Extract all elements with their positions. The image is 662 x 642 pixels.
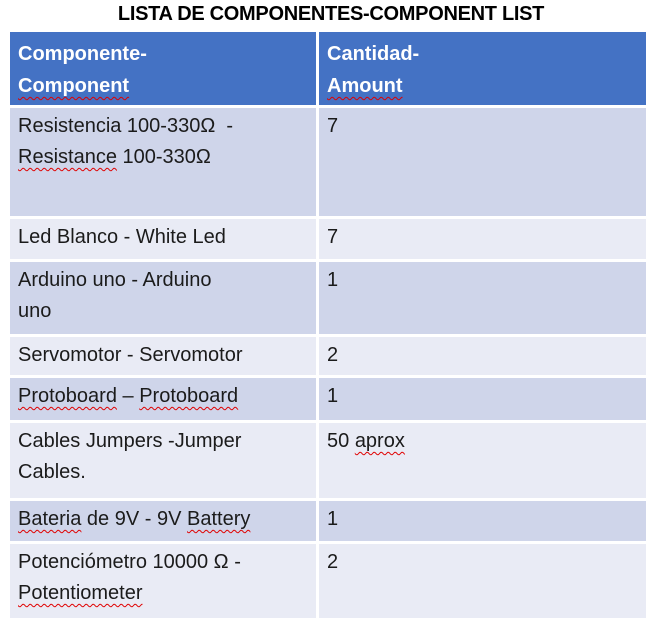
- text-line: Potenciómetro 10000 Ω -: [18, 547, 308, 578]
- misspelled-word: Amount: [327, 75, 403, 97]
- text-segment: 2: [327, 344, 339, 366]
- component-cell: Cables Jumpers -Jumper Cables.: [10, 423, 316, 498]
- text-line: 1: [327, 265, 638, 296]
- component-cell: Bateria de 9V - 9V Battery: [10, 501, 316, 541]
- text-line: Led Blanco - White Led: [18, 222, 308, 253]
- text-segment: Potenciómetro 10000 Ω -: [18, 551, 241, 573]
- misspelled-word: Component: [18, 75, 130, 97]
- text-line: Componente-: [18, 38, 308, 70]
- column-header-cantidad: Cantidad- Amount: [319, 32, 646, 105]
- text-line: uno: [18, 296, 308, 327]
- components-table: Componente- Component Cantidad- Amount Resis…: [10, 32, 646, 618]
- text-segment: 50: [327, 430, 355, 452]
- misspelled-word: Bateria: [18, 508, 82, 530]
- text-line: 7: [327, 222, 638, 253]
- component-cell: Potenciómetro 10000 Ω - Potentiometer: [10, 544, 316, 618]
- text-segment: –: [116, 385, 140, 407]
- component-cell: Servomotor - Servomotor: [10, 337, 316, 375]
- amount-cell: 1: [319, 501, 646, 541]
- misspelled-word: Resistance: [18, 146, 117, 168]
- misspelled-word: aprox: [354, 430, 405, 452]
- text-line: 1: [327, 381, 638, 412]
- text-segment: 1: [327, 508, 339, 530]
- text-line: Protoboard – Protoboard: [18, 381, 308, 412]
- text-segment: 100-330Ω: [116, 146, 211, 168]
- amount-cell: 2: [319, 544, 646, 618]
- column-header-componente: Componente- Component: [10, 32, 316, 105]
- component-cell: Arduino uno - Arduino uno: [10, 262, 316, 334]
- amount-cell: 1: [319, 378, 646, 420]
- text-segment: Arduino uno - Arduino: [18, 269, 212, 291]
- amount-cell: 50 aprox: [319, 423, 646, 498]
- component-cell: Resistencia 100-330Ω - Resistance 100-330…: [10, 108, 316, 216]
- text-segment: Componente-: [18, 43, 147, 65]
- misspelled-word: Protoboard: [139, 385, 239, 407]
- text-line: Resistencia 100-330Ω -: [18, 111, 308, 142]
- text-line: Servomotor - Servomotor: [18, 340, 308, 371]
- text-line: 7: [327, 111, 638, 142]
- text-segment: 7: [327, 115, 339, 137]
- text-segment: 1: [327, 385, 339, 407]
- text-segment: de 9V - 9V: [81, 508, 187, 530]
- text-segment: Led Blanco - White Led: [18, 226, 226, 248]
- text-line: 1: [327, 504, 638, 535]
- amount-cell: 7: [319, 219, 646, 259]
- text-line: Component: [18, 70, 308, 102]
- text-segment: Cables Jumpers -Jumper: [18, 430, 242, 452]
- amount-cell: 1: [319, 262, 646, 334]
- component-cell: Led Blanco - White Led: [10, 219, 316, 259]
- text-line: 2: [327, 547, 638, 578]
- text-line: Cables.: [18, 457, 308, 488]
- text-segment: 7: [327, 226, 339, 248]
- text-line: Cables Jumpers -Jumper: [18, 426, 308, 457]
- text-segment: Servomotor - Servomotor: [18, 344, 243, 366]
- text-line: Amount: [327, 70, 638, 102]
- text-line: Arduino uno - Arduino: [18, 265, 308, 296]
- text-segment: 1: [327, 269, 339, 291]
- text-line: Potentiometer: [18, 578, 308, 609]
- misspelled-word: Protoboard: [18, 385, 117, 407]
- misspelled-word: Battery: [187, 508, 251, 530]
- text-segment: Cables.: [18, 461, 86, 483]
- text-line: 2: [327, 340, 638, 371]
- text-segment: Resistencia 100-330Ω -: [18, 115, 234, 137]
- text-line: Cantidad-: [327, 38, 638, 70]
- amount-cell: 7: [319, 108, 646, 216]
- text-segment: uno: [18, 300, 52, 322]
- text-line: 50 aprox: [327, 426, 638, 457]
- text-line: Resistance 100-330Ω: [18, 142, 308, 173]
- component-cell: Protoboard – Protoboard: [10, 378, 316, 420]
- page-title: LISTA DE COMPONENTES-COMPONENT LIST: [117, 3, 545, 25]
- text-line: Bateria de 9V - 9V Battery: [18, 504, 308, 535]
- amount-cell: 2: [319, 337, 646, 375]
- text-segment: 2: [327, 551, 339, 573]
- text-segment: Cantidad-: [327, 43, 420, 65]
- misspelled-word: Potentiometer: [18, 582, 143, 604]
